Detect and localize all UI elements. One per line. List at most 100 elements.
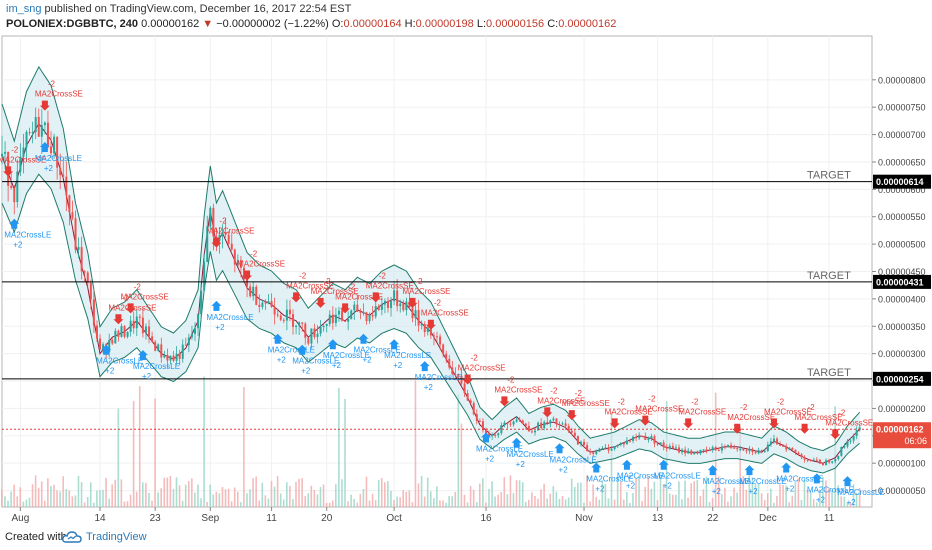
volume-bar	[47, 478, 49, 507]
sell-signal-label: MA2CrossSE	[366, 281, 414, 290]
candle-body	[815, 459, 818, 461]
tradingview-brand[interactable]: TradingView	[86, 531, 147, 543]
candle-body	[840, 446, 843, 456]
volume-bar	[475, 502, 478, 507]
candle-body	[77, 247, 80, 250]
volume-bar	[350, 494, 352, 507]
volume-bar	[13, 484, 15, 507]
volume-bar	[650, 488, 653, 507]
volume-bar	[524, 501, 527, 507]
candle-body	[313, 328, 316, 337]
volume-bar	[616, 477, 619, 507]
ohlc-legend: POLONIEX:DGBBTC, 240 0.00000162 ▼ −0.000…	[6, 18, 616, 30]
candle-body	[43, 122, 46, 126]
tradingview-cloud-icon[interactable]	[62, 530, 82, 544]
candle-body	[144, 326, 147, 334]
candle-body	[80, 247, 83, 272]
candle-body	[589, 451, 592, 453]
band-upper-line	[1, 65, 861, 452]
candle-body	[169, 355, 172, 361]
candle-body	[622, 442, 625, 445]
candle-body	[10, 185, 13, 188]
sell-qty-label: -2	[808, 403, 816, 412]
candle-body	[65, 176, 68, 196]
candle-body	[668, 445, 671, 449]
volume-bar	[191, 478, 193, 507]
open-value: 0.00000164	[343, 18, 402, 30]
close-value: 0.00000162	[558, 18, 617, 30]
volume-bar	[708, 502, 711, 507]
candle-body	[628, 440, 631, 442]
volume-bar	[494, 496, 496, 507]
candle-body	[304, 323, 307, 338]
volume-bar	[393, 500, 395, 507]
buy-signal-label: MA2CrossLE	[292, 357, 339, 366]
volume-bar	[491, 481, 493, 507]
buy-arrow-icon	[327, 339, 338, 350]
candle-body	[423, 323, 426, 333]
candle-body	[727, 444, 730, 448]
volume-bar	[117, 408, 120, 507]
volume-bar	[457, 394, 460, 507]
candle-body	[365, 312, 368, 322]
price-chart[interactable]: 0.000000500.000001000.000001500.00000200…	[0, 0, 932, 526]
high-value: 0.00000198	[415, 18, 474, 30]
y-tick-label: 0.00000450	[878, 267, 926, 277]
volume-bar	[65, 489, 68, 507]
candle-body	[181, 344, 184, 359]
sell-qty-label: -2	[379, 271, 387, 280]
volume-bar	[316, 494, 319, 507]
candle-body	[347, 319, 350, 322]
candle-body	[200, 290, 203, 315]
volume-bar	[711, 498, 714, 507]
candle-body	[837, 455, 840, 460]
volume-bar	[760, 493, 763, 507]
candle-body	[506, 422, 509, 424]
volume-bar	[448, 496, 450, 507]
volume-bar	[252, 478, 254, 507]
candle-body	[141, 317, 144, 334]
candle-body	[693, 452, 696, 455]
volume-bar	[763, 500, 766, 507]
buy-signal-label: MA2CrossLE	[415, 373, 462, 382]
volume-bar	[249, 489, 251, 507]
volume-bar	[858, 487, 861, 507]
candle-body	[193, 328, 196, 334]
volume-bar	[157, 492, 159, 507]
candle-body	[276, 314, 279, 316]
candle-body	[163, 355, 166, 358]
buy-signal-label: MA2CrossLE	[703, 477, 750, 486]
volume-bar	[647, 477, 650, 507]
volume-bar	[592, 484, 594, 507]
candle-body	[791, 447, 794, 450]
volume-bar	[261, 482, 264, 507]
buy-qty-label: +2	[559, 465, 569, 474]
volume-bar	[659, 476, 662, 507]
sell-arrow-icon	[768, 418, 779, 429]
sell-qty-label: -2	[507, 375, 515, 384]
volume-bar	[335, 484, 337, 507]
candle-body	[540, 422, 543, 429]
author-name[interactable]: im_sng	[6, 3, 42, 15]
volume-bar	[212, 494, 215, 507]
candle-body	[40, 125, 43, 137]
candle-body	[307, 337, 310, 344]
candle-body	[439, 336, 442, 345]
candle-body	[586, 445, 589, 452]
candle-body	[92, 299, 95, 326]
candle-body	[745, 450, 748, 452]
candle-body	[267, 301, 270, 304]
sell-arrow-icon	[3, 166, 14, 177]
candle-body	[788, 447, 791, 450]
candle-body	[448, 358, 451, 368]
candle-body	[390, 301, 393, 308]
volume-bar	[837, 485, 840, 507]
candle-body	[221, 232, 224, 236]
buy-arrow-icon	[811, 473, 822, 484]
volume-bar	[730, 496, 732, 507]
volume-bar	[803, 479, 806, 507]
volume-bar	[690, 483, 692, 507]
candle-body	[426, 327, 429, 333]
candle-body	[619, 442, 622, 445]
symbol-label[interactable]: POLONIEX:DGBBTC, 240	[6, 18, 139, 30]
